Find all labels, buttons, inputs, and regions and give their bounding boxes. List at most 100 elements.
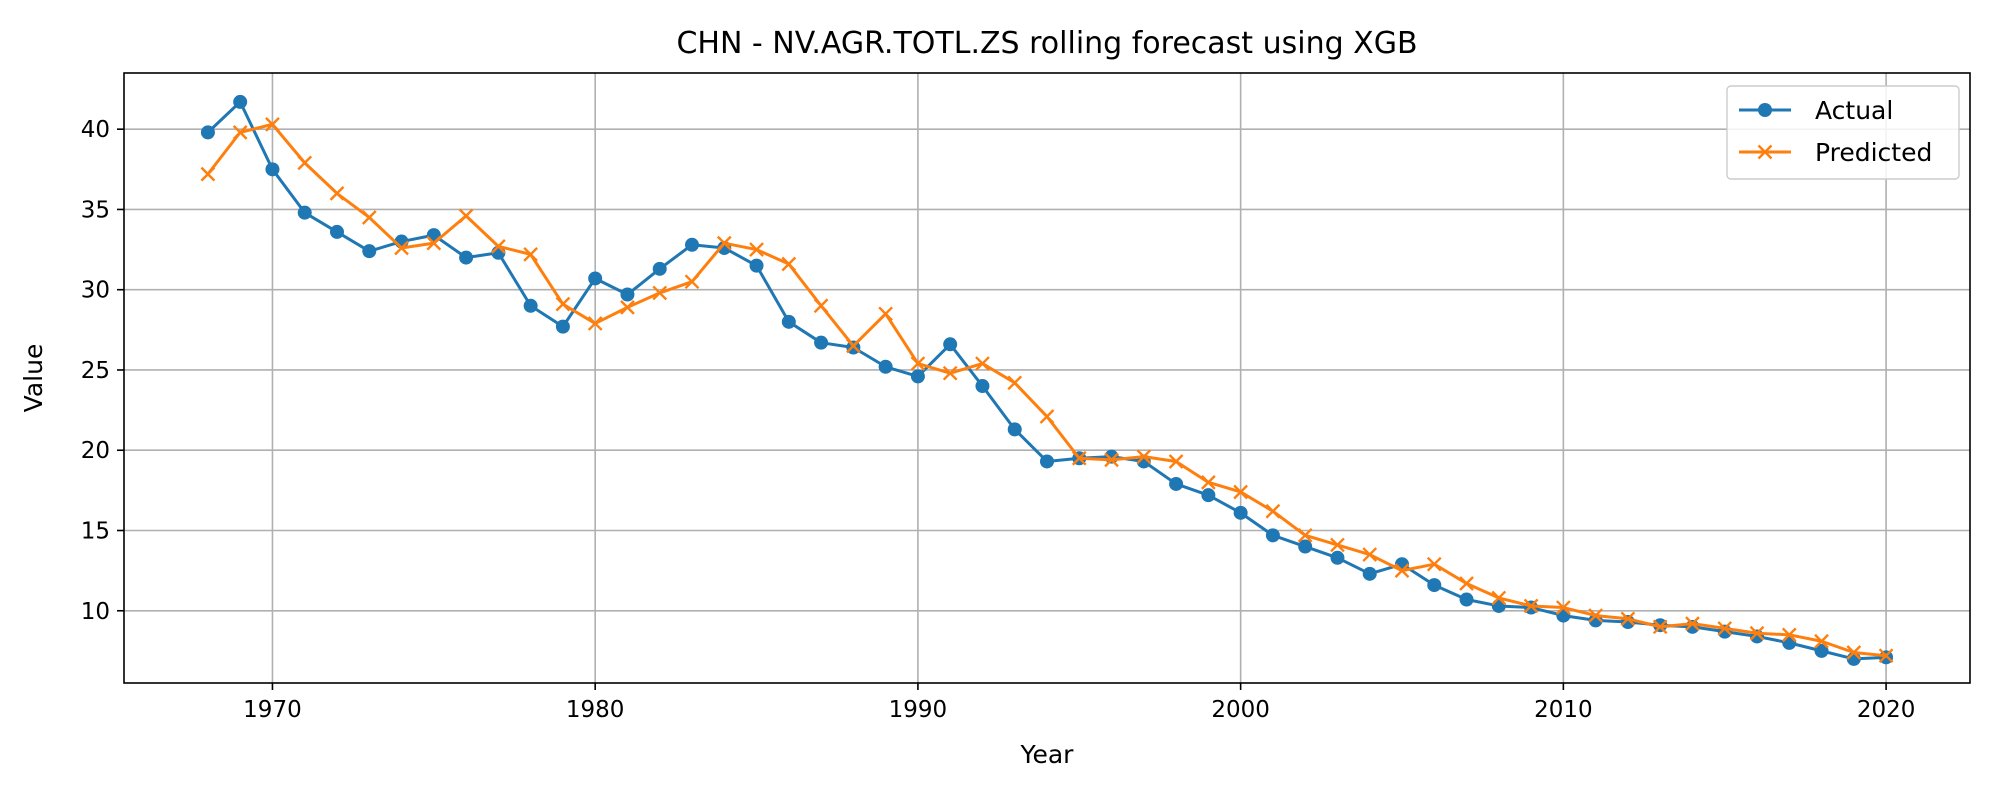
data-point-predicted — [1523, 598, 1539, 614]
y-tick-label: 10 — [81, 599, 110, 625]
chart-title: CHN - NV.AGR.TOTL.ZS rolling forecast us… — [676, 26, 1417, 61]
data-point-predicted — [361, 210, 377, 225]
data-point-predicted — [200, 166, 216, 182]
plot-frame — [123, 72, 1971, 684]
data-point-predicted — [1781, 627, 1797, 643]
data-point-actual — [975, 379, 990, 394]
data-point-actual — [1007, 422, 1022, 437]
data-point-predicted — [523, 247, 538, 262]
data-point-actual — [1330, 550, 1345, 565]
y-tick-label: 20 — [81, 438, 110, 464]
data-point-actual — [620, 287, 635, 302]
data-point-actual — [943, 337, 958, 352]
x-tick-label: 1980 — [566, 697, 625, 723]
data-point-actual — [523, 298, 538, 313]
data-point-predicted — [1749, 625, 1765, 641]
data-point-actual — [1233, 505, 1248, 520]
data-point-predicted — [942, 365, 958, 381]
data-point-predicted — [846, 338, 861, 354]
x-tick-label: 2020 — [1857, 697, 1916, 723]
y-tick-label: 15 — [81, 519, 110, 545]
data-point-actual — [781, 314, 796, 329]
legend-entry-predicted: Predicted — [1739, 138, 1932, 167]
data-point-actual — [588, 271, 603, 286]
x-tick-label: 1990 — [889, 697, 948, 723]
data-point-predicted — [684, 274, 700, 290]
data-point-predicted — [555, 296, 571, 312]
data-point-actual — [1814, 643, 1829, 658]
legend-label-actual: Actual — [1815, 96, 1893, 125]
data-point-predicted — [1426, 556, 1442, 572]
data-point-actual — [1362, 566, 1377, 581]
data-point-predicted — [329, 186, 345, 201]
y-axis: 10 15 20 25 30 35 40 — [81, 117, 124, 625]
data-point-actual — [749, 258, 764, 273]
data-point-predicted — [1104, 452, 1119, 468]
data-point-actual — [1201, 488, 1216, 503]
data-point-predicted — [1459, 576, 1474, 591]
data-point-predicted — [1717, 621, 1733, 636]
data-point-predicted — [781, 256, 797, 272]
legend-label-predicted: Predicted — [1815, 138, 1932, 167]
data-point-actual — [1265, 528, 1280, 543]
data-point-predicted — [910, 356, 926, 371]
data-point-predicted — [1491, 590, 1507, 606]
data-point-predicted — [426, 235, 442, 251]
data-point-predicted — [1846, 645, 1862, 660]
data-point-actual — [1169, 476, 1184, 491]
data-point-predicted — [1394, 563, 1410, 578]
data-point-actual — [330, 224, 344, 239]
data-point-predicted — [749, 242, 764, 257]
data-point-actual — [814, 335, 829, 350]
data-point-predicted — [1297, 527, 1313, 543]
x-tick-label: 2010 — [1534, 697, 1593, 723]
data-point-predicted — [1588, 608, 1603, 623]
legend-entry-actual: Actual — [1739, 96, 1893, 125]
data-point-actual — [459, 250, 474, 265]
y-tick-label: 35 — [81, 197, 110, 223]
data-point-actual — [265, 162, 280, 177]
data-point-predicted — [1136, 449, 1152, 465]
data-point-actual — [1040, 454, 1054, 469]
data-point-predicted — [458, 208, 474, 224]
data-point-predicted — [813, 298, 829, 314]
data-point-actual — [1427, 578, 1442, 593]
data-point-predicted — [878, 306, 893, 322]
data-point-actual — [555, 319, 570, 334]
data-point-predicted — [1233, 484, 1248, 500]
data-point-predicted — [232, 125, 248, 140]
data-point-predicted — [1265, 503, 1281, 519]
series-layer — [200, 94, 1894, 666]
x-axis: 1970 1980 1990 2000 2010 2020 — [243, 683, 1915, 723]
data-point-predicted — [1685, 616, 1700, 631]
x-tick-label: 2000 — [1211, 697, 1270, 723]
data-point-predicted — [620, 300, 635, 315]
data-point-predicted — [491, 239, 506, 254]
data-point-actual — [1459, 592, 1474, 607]
data-point-predicted — [297, 155, 313, 171]
data-point-actual — [1782, 635, 1797, 650]
data-point-actual — [200, 125, 215, 140]
x-axis-label: Year — [1020, 740, 1075, 769]
data-point-predicted — [1007, 375, 1023, 391]
legend-marker-predicted — [1757, 144, 1773, 160]
data-point-predicted — [1168, 454, 1184, 469]
data-point-predicted — [1620, 611, 1636, 627]
data-point-predicted — [587, 316, 603, 331]
data-point-predicted — [975, 356, 990, 371]
data-point-actual — [685, 237, 699, 252]
data-point-predicted — [1652, 619, 1668, 635]
data-point-actual — [910, 369, 925, 384]
data-point-predicted — [265, 117, 280, 132]
data-point-predicted — [1201, 474, 1216, 490]
data-point-actual — [362, 244, 377, 259]
data-point-predicted — [1071, 450, 1087, 466]
data-point-predicted — [1878, 648, 1894, 664]
legend: Actual Predicted — [1726, 85, 1960, 180]
data-point-predicted — [652, 285, 668, 301]
y-axis-label: Value — [19, 344, 48, 413]
data-point-actual — [652, 261, 667, 276]
data-point-predicted — [716, 235, 732, 251]
